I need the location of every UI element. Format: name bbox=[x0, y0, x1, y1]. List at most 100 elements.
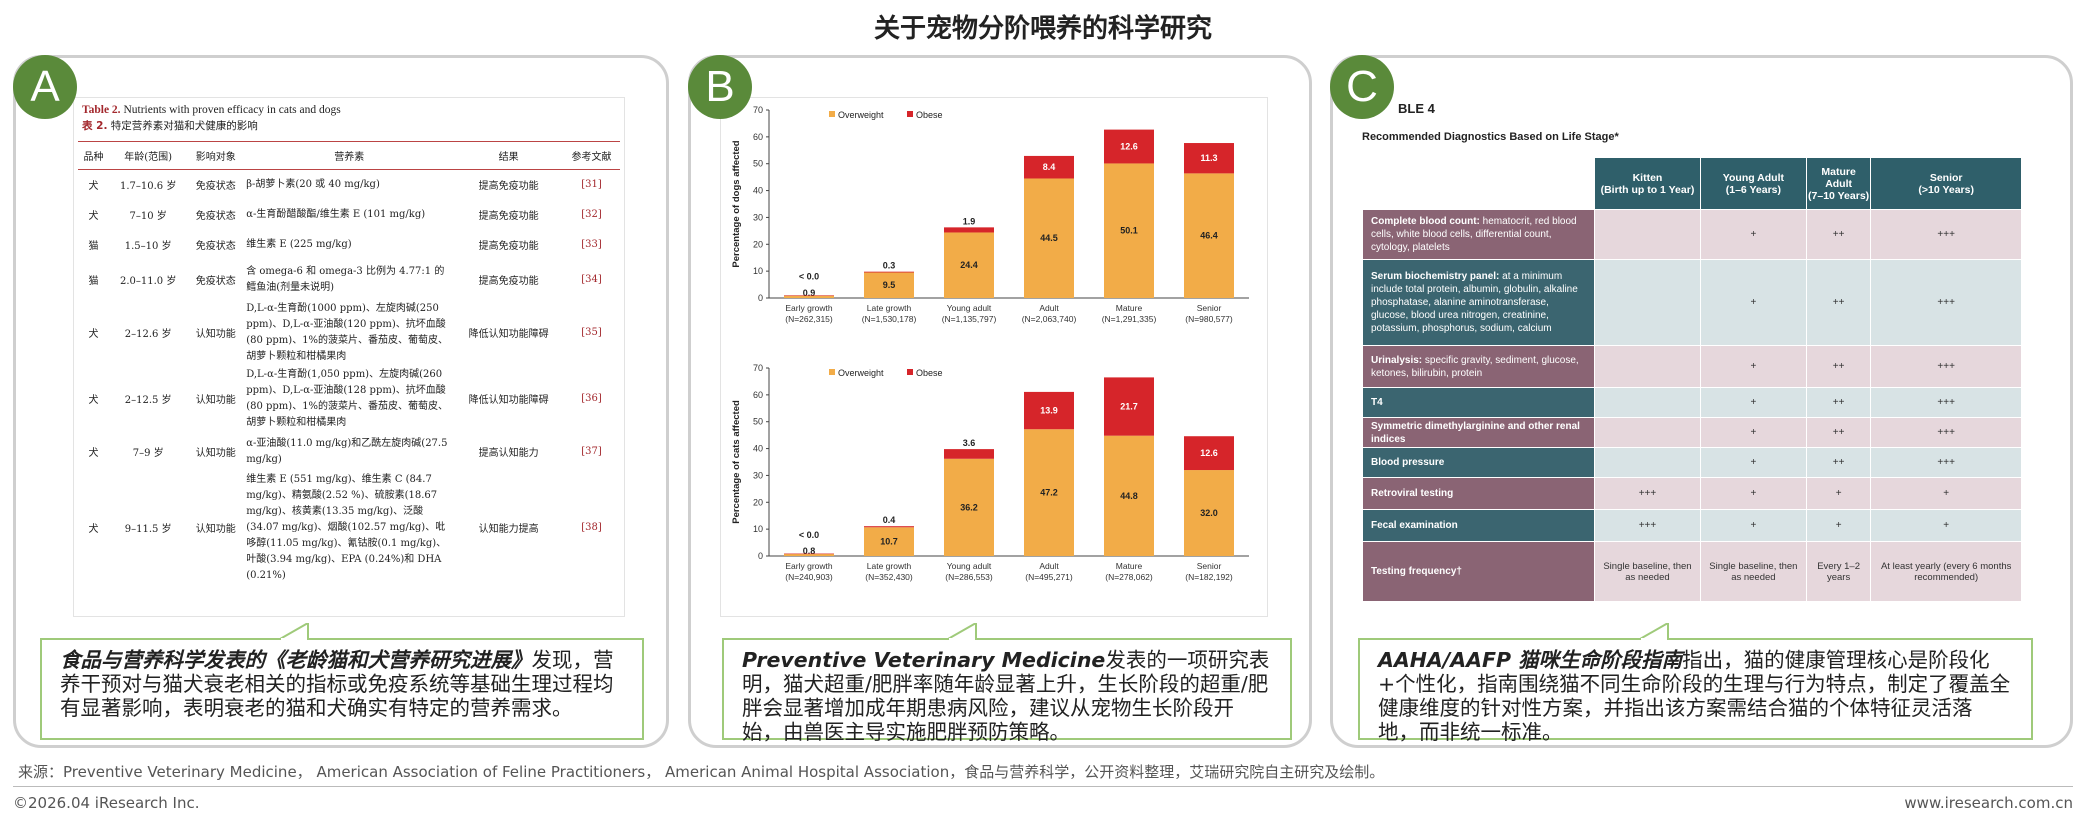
table-cell: +++ bbox=[1870, 387, 2022, 418]
table-cell: + bbox=[1699, 447, 1807, 478]
bar-obese bbox=[1184, 143, 1234, 174]
data-label: 32.0 bbox=[1200, 508, 1218, 518]
data-label: 10.7 bbox=[880, 537, 898, 547]
bar-overweight bbox=[944, 232, 994, 298]
column-header-name: Mature Adult bbox=[1821, 165, 1856, 190]
nutrient-table-image: Table 2. Nutrients with proven efficacy … bbox=[73, 97, 625, 617]
table-cell: +++ bbox=[1594, 509, 1701, 542]
row-label-detail: hematocrit, red blood cells, white blood… bbox=[1371, 216, 1577, 253]
x-tick-label: Adult bbox=[1039, 561, 1059, 571]
table-row: 犬 2–12.6 岁 认知功能 D,L-α-生育酚(1000 ppm)、左旋肉碱(25… bbox=[78, 300, 620, 366]
legend-swatch bbox=[907, 369, 913, 375]
y-tick-label: 0 bbox=[758, 293, 763, 303]
y-axis-label: Percentage of cats affected bbox=[731, 400, 742, 524]
table-cell: +++ bbox=[1594, 477, 1701, 510]
x-tick-n-label: (N=286,553) bbox=[945, 572, 993, 582]
bar-obese bbox=[1024, 391, 1074, 430]
row-label: Urinalysis: specific gravity, sediment, … bbox=[1362, 345, 1595, 388]
table-caption-en: Table 2. Nutrients with proven efficacy … bbox=[82, 104, 341, 116]
table-cell-target: 免疫状态 bbox=[195, 181, 236, 193]
row-label-title: T4 bbox=[1371, 397, 1383, 408]
y-tick-label: 60 bbox=[753, 390, 763, 400]
table-row: 猫 2.0–11.0 岁 免疫状态含 omega-6 和 omega-3 比例为 4… bbox=[78, 260, 620, 300]
table-cell-target: 免疫状态 bbox=[195, 276, 236, 287]
table-row: 犬 1.7–10.6 岁 免疫状态 β-胡萝卜素(20 或 40 mg/kg) 提高免疫… bbox=[78, 170, 620, 200]
header-blank bbox=[1362, 157, 1595, 210]
x-tick-n-label: (N=1,135,797) bbox=[942, 314, 997, 324]
copyright: ©2026.04 iResearch Inc. bbox=[13, 794, 200, 812]
table-row: Urinalysis: specific gravity, sediment, … bbox=[1362, 345, 2022, 388]
row-label-title: Fecal examination bbox=[1371, 520, 1458, 531]
cats-chart: 0 10 20 30 40 50 60 70 Percentage of cats affect… bbox=[731, 363, 1249, 582]
table-cell-ref: [37] bbox=[581, 446, 602, 457]
y-tick-label: 60 bbox=[753, 132, 763, 142]
x-tick-n-label: (N=2,063,740) bbox=[1022, 314, 1077, 324]
data-label: 21.7 bbox=[1120, 402, 1138, 412]
x-tick-label: Young adult bbox=[947, 303, 992, 313]
x-tick-label: Senior bbox=[1197, 561, 1222, 571]
column-header-range: (>10 Years) bbox=[1918, 183, 1974, 196]
table-cell-result: 提高认知能力 bbox=[478, 448, 539, 459]
table-header: 结果 bbox=[454, 141, 563, 170]
bar-overweight bbox=[1184, 173, 1234, 298]
y-tick-label: 10 bbox=[753, 524, 763, 534]
column-header-name: Kitten bbox=[1632, 171, 1663, 184]
table-cell: Single baseline, then as needed bbox=[1699, 541, 1807, 602]
table-cell-age: 7–10 岁 bbox=[129, 211, 167, 222]
x-tick-label: Early growth bbox=[785, 303, 833, 313]
x-tick-n-label: (N=240,903) bbox=[785, 572, 833, 582]
y-tick-label: 50 bbox=[753, 417, 763, 427]
row-label: Serum biochemistry panel: at a minimum i… bbox=[1362, 259, 1595, 346]
legend-swatch bbox=[829, 369, 835, 375]
legend-label: Obese bbox=[916, 110, 943, 120]
legend-label: Overweight bbox=[838, 368, 884, 378]
bar-overweight bbox=[944, 458, 994, 556]
y-tick-label: 30 bbox=[753, 212, 763, 222]
table-header: 影响对象 bbox=[187, 141, 245, 170]
table-header: 品种 bbox=[78, 141, 110, 170]
bar-overweight bbox=[1104, 435, 1154, 556]
y-tick-label: 40 bbox=[753, 444, 763, 454]
column-header-range: (7–10 Years) bbox=[1808, 189, 1870, 202]
column-header-name: Senior bbox=[1929, 171, 1963, 184]
data-label: 50.1 bbox=[1120, 226, 1138, 236]
table-cell-result: 提高免疫功能 bbox=[478, 181, 539, 193]
table-cell-target: 免疫状态 bbox=[195, 241, 236, 252]
diagnostics-table: Kitten (Birth up to 1 Year) Young Adult (1–… bbox=[1362, 157, 2022, 602]
data-label: 36.2 bbox=[960, 502, 978, 512]
table-cell: + bbox=[1699, 387, 1807, 418]
table-title: Recommended Diagnostics Based on Life St… bbox=[1362, 131, 1619, 143]
table-cell: +++ bbox=[1870, 447, 2022, 478]
table-cell-species: 犬 bbox=[88, 329, 99, 340]
data-label: 0.4 bbox=[883, 515, 896, 525]
callout-a-pointer bbox=[280, 623, 309, 640]
y-tick-label: 70 bbox=[753, 105, 763, 115]
table-cell-result: 提高免疫功能 bbox=[478, 211, 539, 222]
table-cell-target: 认知功能 bbox=[195, 448, 236, 459]
data-label: 0.9 bbox=[803, 288, 816, 298]
callout-c: AAHA/AAFP 猫咪生命阶段指南指出，猫的健康管理核心是阶段化+个性化，指南… bbox=[1358, 638, 2033, 744]
column-header: Senior (>10 Years) bbox=[1870, 157, 2022, 210]
badge-b: B bbox=[688, 55, 752, 119]
table-cell-age: 2–12.6 岁 bbox=[124, 329, 172, 340]
x-tick-n-label: (N=182,192) bbox=[1185, 572, 1233, 582]
table-row: Complete blood count: hematocrit, red bl… bbox=[1362, 209, 2022, 260]
bar-obese bbox=[784, 295, 834, 296]
legend-label: Obese bbox=[916, 368, 943, 378]
table-cell-nutrient: 含 omega-6 和 omega-3 比例为 4.77:1 的鳕鱼油(剂量未说… bbox=[246, 265, 445, 293]
bar-obese bbox=[944, 449, 994, 459]
table-row: T4 + ++ +++ bbox=[1362, 387, 2022, 418]
row-label: Retroviral testing bbox=[1362, 477, 1595, 510]
table-cell: +++ bbox=[1870, 417, 2022, 448]
bar-obese bbox=[944, 227, 994, 233]
table-cell-result: 降低认知功能障碍 bbox=[468, 329, 549, 340]
dogs-chart: 0 10 20 30 40 50 60 70 Percentage of dogs affect… bbox=[731, 105, 1249, 324]
x-tick-label: Mature bbox=[1116, 303, 1143, 313]
table-cell: + bbox=[1805, 477, 1872, 510]
table-header: 年龄(范围) bbox=[109, 141, 188, 170]
x-tick-label: Early growth bbox=[785, 561, 833, 571]
table-cell-nutrient: 维生素 E (551 mg/kg)、维生素 C (84.7 mg/kg)、精氨酸… bbox=[246, 473, 447, 581]
row-label-title: Testing frequency† bbox=[1371, 566, 1462, 577]
bar-overweight bbox=[784, 295, 834, 298]
badge-a: A bbox=[13, 55, 77, 119]
